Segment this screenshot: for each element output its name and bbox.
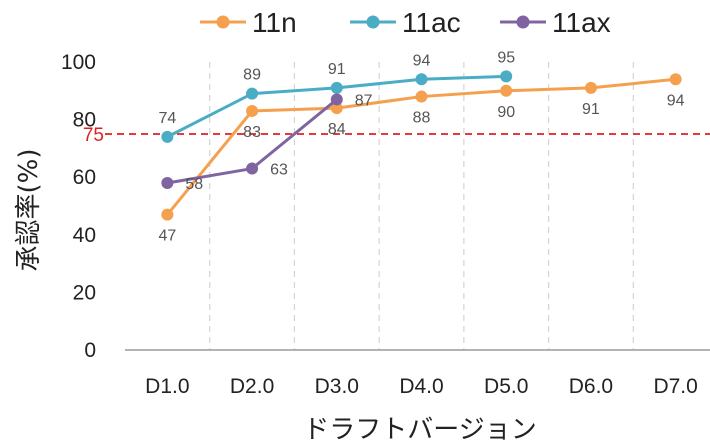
data-point xyxy=(500,84,513,97)
reference-line-label: 75 xyxy=(83,125,104,146)
x-tick-label: D5.0 xyxy=(484,375,528,398)
y-tick-label: 0 xyxy=(84,339,96,362)
legend-item-11n: 11n xyxy=(200,7,297,38)
y-axis: 0 20 40 60 80 100 xyxy=(61,51,96,362)
series-11n: 47 83 84 88 90 91 94 xyxy=(158,73,685,245)
data-label: 90 xyxy=(497,104,515,121)
legend-swatch-marker xyxy=(216,15,230,29)
data-label: 84 xyxy=(328,121,346,138)
data-label: 94 xyxy=(413,52,431,69)
data-label: 87 xyxy=(355,92,373,109)
legend-swatch-marker xyxy=(366,15,380,29)
series-11ac: 74 89 91 94 95 xyxy=(158,49,515,143)
data-point xyxy=(584,81,597,94)
data-point xyxy=(330,102,343,115)
data-label: 91 xyxy=(328,61,346,78)
vertical-grid xyxy=(209,62,634,350)
x-tick-label: D1.0 xyxy=(145,375,189,398)
data-label: 95 xyxy=(497,49,515,66)
data-label: 58 xyxy=(185,176,203,193)
legend-label: 11ac xyxy=(402,7,461,38)
series-group: 47 83 84 88 90 91 94 74 89 91 94 95 58 63 87 xyxy=(158,49,684,244)
reference-line-group: 75 xyxy=(83,125,710,146)
data-point xyxy=(161,130,174,143)
data-label: 63 xyxy=(270,162,288,179)
legend-label: 11n xyxy=(252,7,297,38)
y-tick-label: 60 xyxy=(73,166,96,189)
data-point xyxy=(669,73,682,86)
data-label: 91 xyxy=(582,101,600,118)
legend-swatch-marker xyxy=(516,15,530,29)
data-label: 47 xyxy=(158,228,176,245)
x-axis: D1.0 D2.0 D3.0 D4.0 D5.0 D6.0 D7.0 xyxy=(145,375,698,398)
data-point xyxy=(500,70,513,83)
data-label: 74 xyxy=(158,110,176,127)
data-label: 89 xyxy=(243,67,261,84)
y-tick-label: 20 xyxy=(73,281,96,304)
data-point xyxy=(415,90,428,103)
x-tick-label: D6.0 xyxy=(569,375,613,398)
data-point xyxy=(415,73,428,86)
y-axis-title: 承認率(%) xyxy=(14,149,44,272)
data-point xyxy=(330,81,343,94)
x-axis-title: ドラフトバージョン xyxy=(303,415,536,445)
x-tick-label: D4.0 xyxy=(399,375,443,398)
x-tick-label: D7.0 xyxy=(653,375,697,398)
data-label: 94 xyxy=(667,92,685,109)
data-point xyxy=(330,93,343,106)
y-tick-label: 100 xyxy=(61,51,96,74)
data-point xyxy=(161,208,174,221)
data-point xyxy=(161,176,174,189)
legend: 11n 11ac 11ax xyxy=(200,7,611,38)
data-point xyxy=(246,87,259,100)
x-tick-label: D3.0 xyxy=(315,375,359,398)
data-label: 83 xyxy=(243,124,261,141)
series-11ax: 58 63 87 xyxy=(161,92,373,193)
data-point xyxy=(246,162,259,175)
legend-label: 11ax xyxy=(552,7,611,38)
data-label: 88 xyxy=(413,110,431,127)
legend-item-11ax: 11ax xyxy=(500,7,611,38)
data-point xyxy=(246,104,259,117)
y-tick-label: 40 xyxy=(73,224,96,247)
x-tick-label: D2.0 xyxy=(230,375,274,398)
legend-item-11ac: 11ac xyxy=(350,7,461,38)
y-tick-label: 80 xyxy=(73,109,96,132)
